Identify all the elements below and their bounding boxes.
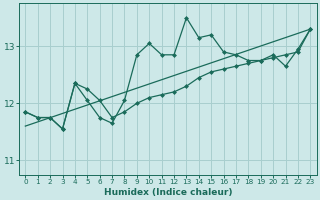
X-axis label: Humidex (Indice chaleur): Humidex (Indice chaleur)	[104, 188, 232, 197]
